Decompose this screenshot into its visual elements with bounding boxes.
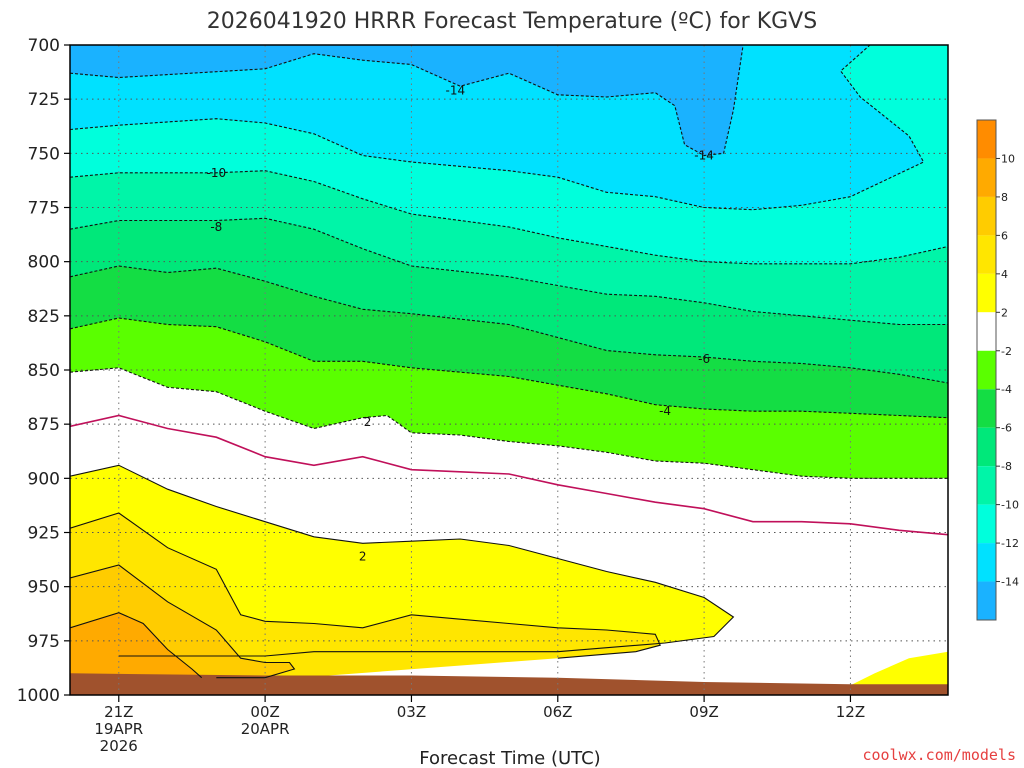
contour-label: -14 [694, 149, 714, 163]
chart-title: 2026041920 HRRR Forecast Temperature (ºC… [207, 9, 817, 34]
contour-label: -14 [446, 84, 466, 98]
x-tick-label: 06Z [543, 703, 572, 721]
isotherm-line [70, 317, 948, 419]
colorbar-swatch [977, 312, 996, 351]
y-tick-label: 800 [28, 253, 60, 273]
fill-warm-pocket-right [830, 651, 948, 695]
contour-label: 2 [364, 415, 372, 429]
y-axis: 700 725 750 775 800 825 850 875 900 925 950 975 1000 [17, 36, 70, 706]
colorbar-swatch [977, 235, 996, 274]
y-tick-label: 875 [28, 415, 60, 435]
y-tick-label: 825 [28, 307, 60, 327]
x-tick-label: 20APR [241, 720, 290, 738]
y-tick-label: 975 [28, 632, 60, 652]
colorbar-legend: 10 8 6 4 2 -2 -4 -6 -8 -10 -12 -14 [976, 119, 1019, 621]
isotherm-line [70, 367, 948, 479]
y-tick-label: 900 [28, 469, 60, 489]
contour-label: -8 [210, 220, 222, 234]
colorbar-swatch [977, 427, 996, 467]
colorbar-tick-label: 4 [1001, 268, 1008, 281]
isotherm-line [70, 45, 925, 211]
colorbar-tick-label: -4 [1001, 383, 1012, 396]
plot-area [70, 45, 948, 695]
colorbar-swatch [977, 389, 996, 428]
isotherm-line [70, 170, 948, 265]
x-axis-label: Forecast Time (UTC) [419, 748, 600, 768]
colorbar-tick-label: -10 [1001, 499, 1019, 512]
isotherm-contours [70, 45, 948, 679]
contour-label: -10 [207, 166, 227, 180]
x-tick-label: 21Z [104, 703, 133, 721]
grid-lines [70, 45, 948, 695]
colorbar-swatch [977, 158, 996, 197]
isotherm-line [70, 612, 203, 679]
x-tick-label: 19APR [94, 720, 143, 738]
colorbar-swatch [977, 543, 996, 582]
x-tick-label: 00Z [250, 703, 279, 721]
isotherm-line [70, 217, 948, 326]
colorbar-frame [976, 119, 997, 621]
colorbar-swatch [977, 504, 996, 544]
colorbar-tick-label: -2 [1001, 345, 1012, 358]
y-tick-label: 850 [28, 361, 60, 381]
contour-label: -6 [698, 352, 710, 366]
colorbar-swatch [977, 196, 996, 236]
colorbar-tick-label: -14 [1001, 576, 1019, 589]
colorbar-swatch [977, 120, 996, 159]
colorbar-tick-label: -12 [1001, 537, 1019, 550]
colorbar-tick-label: -8 [1001, 460, 1012, 473]
isotherm-line [70, 265, 948, 384]
colorbar-tick-label: 6 [1001, 229, 1008, 242]
source-credit[interactable]: coolwx.com/models [862, 746, 1016, 764]
x-tick-label: 03Z [397, 703, 426, 721]
contour-labels: -14 -14 -10 -8 -6 -4 2 2 [207, 84, 714, 564]
isotherm-line [70, 45, 744, 157]
colorbar-tick-label: 10 [1001, 152, 1015, 165]
colorbar-swatch [977, 273, 996, 313]
contour-label: 2 [359, 549, 367, 563]
contour-label: -4 [659, 404, 671, 418]
x-tick-label: 12Z [836, 703, 865, 721]
y-tick-label: 700 [28, 36, 60, 56]
y-tick-label: 1000 [17, 686, 60, 706]
isotherm-line [70, 414, 948, 536]
y-tick-label: 775 [28, 199, 60, 219]
y-tick-label: 925 [28, 524, 60, 544]
colorbar-swatch [977, 350, 996, 390]
colorbar-swatch [977, 581, 996, 620]
isotherm-line [70, 512, 661, 659]
colorbar-swatch [977, 466, 996, 505]
x-tick-label: 09Z [689, 703, 718, 721]
isotherm-line [70, 464, 735, 657]
y-tick-label: 750 [28, 144, 60, 164]
y-tick-label: 725 [28, 90, 60, 110]
isotherm-line [70, 564, 296, 679]
colorbar-tick-label: 2 [1001, 306, 1008, 319]
ground-surface [70, 673, 948, 695]
y-tick-label: 950 [28, 578, 60, 598]
colorbar-tick-label: 8 [1001, 191, 1008, 204]
fill-region-minus14 [70, 45, 744, 156]
x-tick-label: 2026 [100, 737, 138, 755]
colorbar-tick-label: -6 [1001, 422, 1012, 435]
